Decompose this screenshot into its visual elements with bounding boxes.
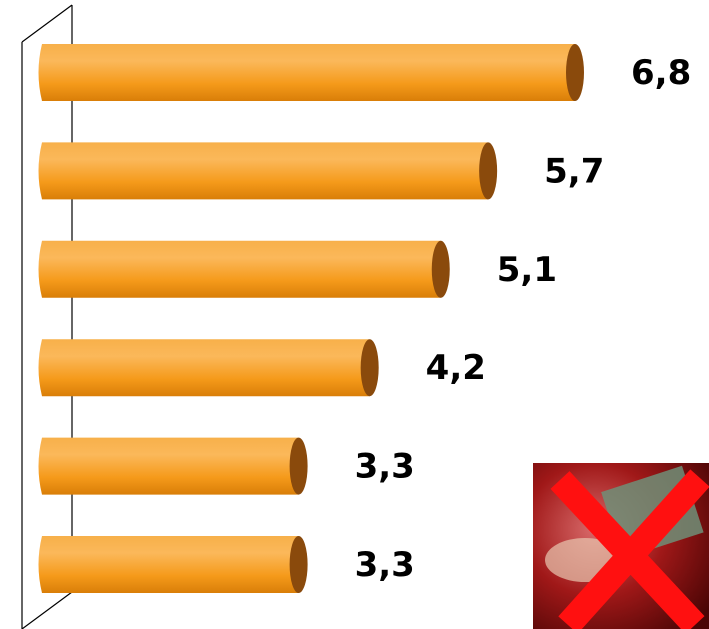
bar [38, 44, 584, 101]
bar-body [38, 339, 370, 397]
bar [38, 536, 308, 593]
value-label: 3,3 [355, 545, 415, 585]
bar [38, 437, 308, 495]
bar [38, 339, 379, 397]
value-label: 4,2 [426, 348, 486, 388]
bars: 6,8 5,7 5,1 4,2 3,3 3,3 [38, 44, 691, 593]
value-label: 3,3 [355, 447, 415, 487]
bar-body [38, 142, 489, 200]
bar-body [38, 44, 575, 101]
bar-cap [431, 240, 450, 298]
value-label: 5,1 [497, 250, 557, 290]
bar-cap [289, 536, 308, 593]
bar-cap [360, 339, 379, 397]
value-label: 6,8 [631, 53, 691, 93]
bar [38, 142, 498, 200]
bar-cap [289, 437, 308, 495]
value-label: 5,7 [544, 151, 604, 191]
bar-cap [566, 44, 584, 101]
bar-body [38, 536, 299, 593]
bar-body [38, 437, 299, 495]
photo [533, 463, 709, 629]
bar [38, 240, 450, 298]
bar-body [38, 240, 441, 298]
bar-cap [479, 142, 498, 200]
